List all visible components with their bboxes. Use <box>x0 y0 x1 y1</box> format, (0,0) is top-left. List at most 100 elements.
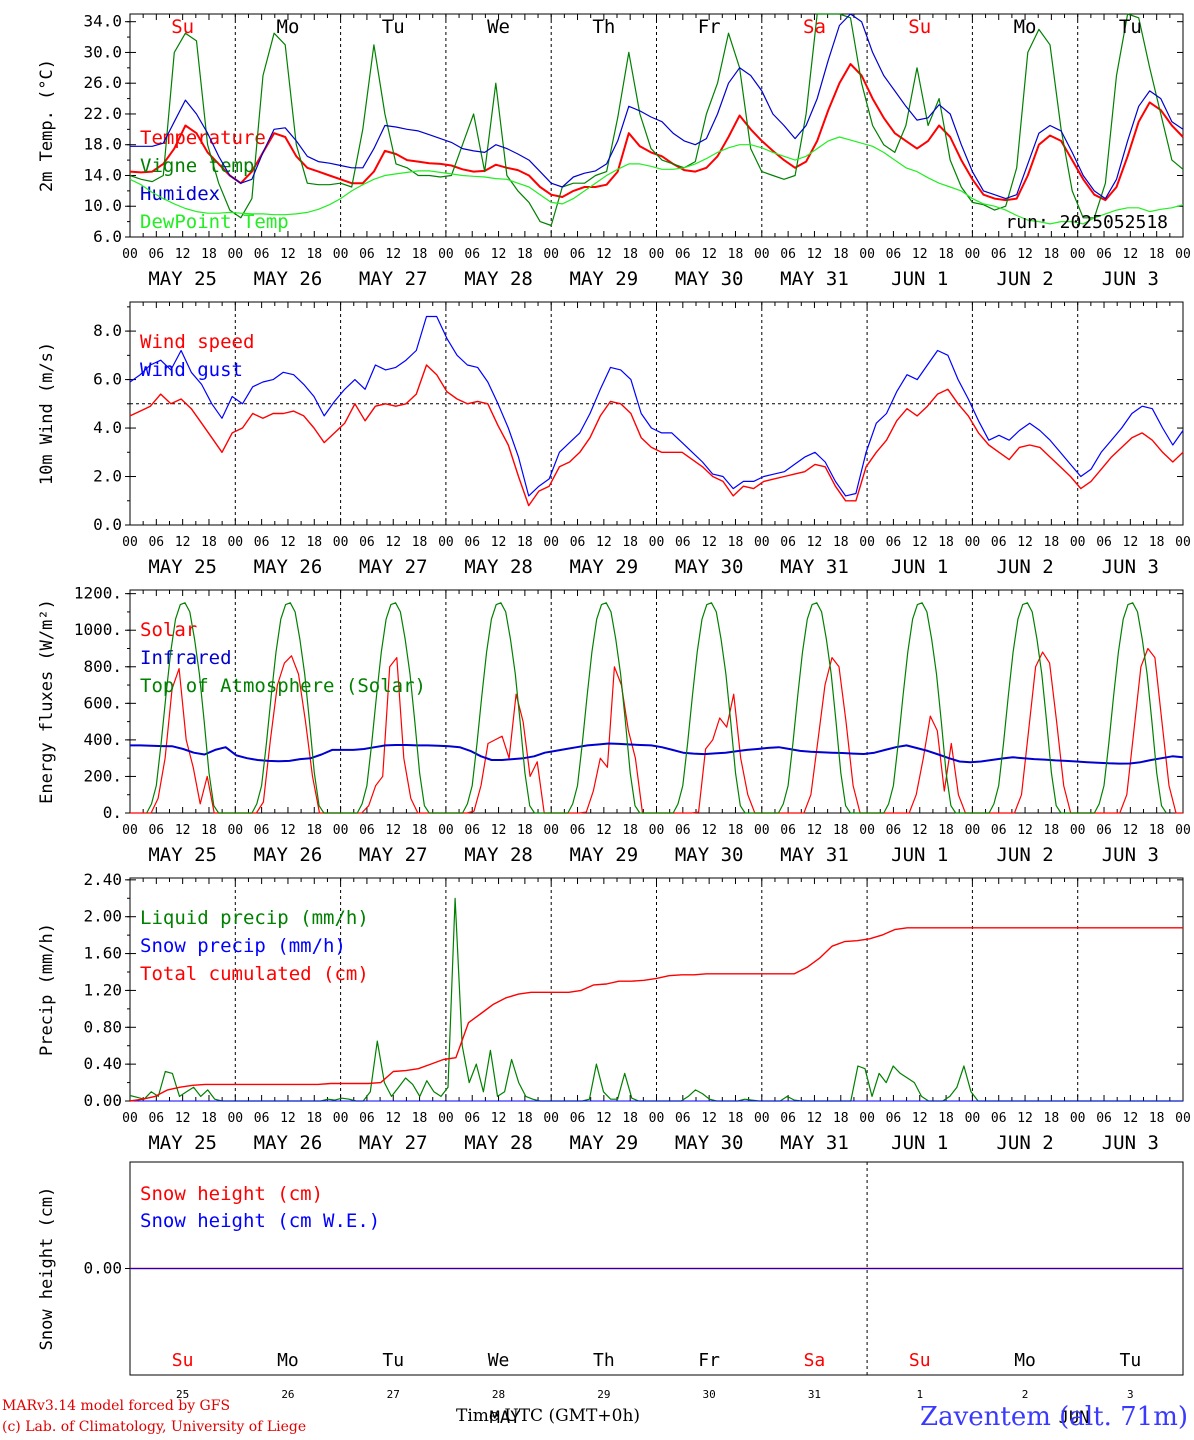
series-line-wind-gust <box>129 315 1184 497</box>
hour-tick-label: 18 <box>622 823 638 838</box>
hour-tick-label: 12 <box>385 247 401 262</box>
hour-tick-label: 06 <box>254 823 270 838</box>
y-tick-label: 4.0 <box>93 418 122 437</box>
y-tick-label: 0.40 <box>83 1054 122 1073</box>
date-label: MAY 30 <box>675 1132 744 1154</box>
hour-tick-label: 00 <box>1070 823 1086 838</box>
panel-3: 0. 200. 400. 600. 800. 1000. 1200. Energy fluxe… <box>37 584 1191 866</box>
y-tick-label: 0.00 <box>83 1259 122 1278</box>
series-line-humidex <box>130 13 1184 200</box>
weekday-label: Tu <box>382 1350 404 1371</box>
y-tick-label: 1200. <box>74 584 122 603</box>
legend-entry: Humidex <box>140 183 220 205</box>
hour-tick-label: 12 <box>1123 823 1139 838</box>
hour-tick-label: 18 <box>306 823 322 838</box>
y-tick-label: 8.0 <box>93 321 122 340</box>
date-label: MAY 29 <box>570 268 639 290</box>
weekday-label: Mo <box>277 1350 299 1371</box>
legend-entry: Liquid precip (mm/h) <box>140 907 369 929</box>
hour-tick-label: 00 <box>122 1111 138 1126</box>
hour-tick-label: 00 <box>1175 535 1191 550</box>
y-tick-label: 200. <box>83 766 122 785</box>
hour-tick-label: 06 <box>1096 1111 1112 1126</box>
hour-tick-label: 00 <box>859 823 875 838</box>
x-axis-title: Time UTC (GMT+0h) <box>456 1406 641 1426</box>
hour-tick-label: 18 <box>728 535 744 550</box>
hour-tick-label: 00 <box>1070 535 1086 550</box>
y-axis-title: Energy fluxes (W/m²) <box>37 599 57 804</box>
hour-tick-label: 06 <box>780 823 796 838</box>
hour-tick-label: 12 <box>280 535 296 550</box>
date-label: MAY 29 <box>570 556 639 578</box>
date-label: MAY 31 <box>780 556 849 578</box>
hour-tick-label: 06 <box>1096 823 1112 838</box>
hour-tick-label: 18 <box>201 823 217 838</box>
hour-tick-label: 06 <box>780 1111 796 1126</box>
hour-tick-label: 00 <box>649 823 665 838</box>
hour-tick-label: 06 <box>991 535 1007 550</box>
y-tick-label: 2.40 <box>83 870 122 889</box>
panel-1: 6.0 10.0 14.0 18.0 22.0 26.0 30.0 34.0 2m Temp. … <box>37 12 1191 290</box>
hour-tick-label: 00 <box>965 247 981 262</box>
panel-2: 0.0 2.0 4.0 6.0 8.0 10m Wind (m/s) Wind speed W… <box>37 301 1191 578</box>
y-tick-label: 0. <box>103 803 122 822</box>
hour-tick-label: 12 <box>385 823 401 838</box>
series-line-wind-speed <box>129 364 1184 507</box>
y-tick-label: 18.0 <box>83 135 122 154</box>
day-number: 31 <box>808 1388 821 1401</box>
panel-frame <box>129 301 1184 526</box>
date-label: MAY 28 <box>464 844 533 866</box>
hour-tick-label: 00 <box>754 535 770 550</box>
hour-tick-label: 06 <box>464 535 480 550</box>
series-line-infrared <box>130 742 1184 765</box>
panel-frame <box>129 13 1184 238</box>
weekday-label: Tu <box>1119 16 1142 38</box>
panel-frame <box>129 589 1184 814</box>
hour-tick-label: 00 <box>754 1111 770 1126</box>
hour-tick-label: 00 <box>649 1111 665 1126</box>
hour-tick-label: 06 <box>1096 535 1112 550</box>
hour-tick-label: 12 <box>596 247 612 262</box>
weekday-label: We <box>488 1350 510 1371</box>
y-tick-label: 22.0 <box>83 104 122 123</box>
weekday-label: Th <box>592 16 615 38</box>
date-label: MAY 25 <box>148 1132 217 1154</box>
date-label: MAY 30 <box>675 844 744 866</box>
date-label: MAY 29 <box>570 1132 639 1154</box>
date-label: JUN 1 <box>891 1132 948 1154</box>
y-tick-label: 1.20 <box>83 980 122 999</box>
weekday-label: Fr <box>698 16 721 38</box>
hour-tick-label: 06 <box>675 1111 691 1126</box>
hour-tick-label: 00 <box>649 247 665 262</box>
hour-tick-label: 18 <box>1044 247 1060 262</box>
hour-tick-label: 06 <box>570 247 586 262</box>
legend-entry: Snow height (cm) <box>140 1183 323 1205</box>
weekday-label: Mo <box>1014 1350 1036 1371</box>
date-label: MAY 25 <box>148 844 217 866</box>
hour-tick-label: 06 <box>464 823 480 838</box>
hour-tick-label: 00 <box>965 1111 981 1126</box>
hour-tick-label: 06 <box>675 823 691 838</box>
date-label: MAY 26 <box>254 268 323 290</box>
hour-tick-label: 00 <box>965 823 981 838</box>
hour-tick-label: 06 <box>991 247 1007 262</box>
hour-tick-label: 18 <box>517 535 533 550</box>
legend-entry: Solar <box>140 619 197 641</box>
hour-tick-label: 00 <box>438 823 454 838</box>
hour-tick-label: 12 <box>280 1111 296 1126</box>
hour-tick-label: 18 <box>938 1111 954 1126</box>
date-label: MAY 31 <box>780 844 849 866</box>
series-line-dewpoint-temp <box>129 136 1184 225</box>
date-label: MAY 27 <box>359 268 428 290</box>
legend-entry: Wind speed <box>140 331 254 353</box>
hour-tick-label: 06 <box>991 1111 1007 1126</box>
hour-tick-label: 18 <box>412 535 428 550</box>
weekday-label: Sa <box>803 16 826 38</box>
hour-tick-label: 12 <box>1123 247 1139 262</box>
hour-tick-label: 00 <box>649 535 665 550</box>
day-number: 3 <box>1127 1388 1134 1401</box>
date-label: MAY 29 <box>570 844 639 866</box>
panel-5: 0.00 Snow height (cm) Snow height (cm) Snow… <box>37 1161 1184 1376</box>
hour-tick-label: 12 <box>701 823 717 838</box>
y-tick-label: 34.0 <box>83 12 122 31</box>
